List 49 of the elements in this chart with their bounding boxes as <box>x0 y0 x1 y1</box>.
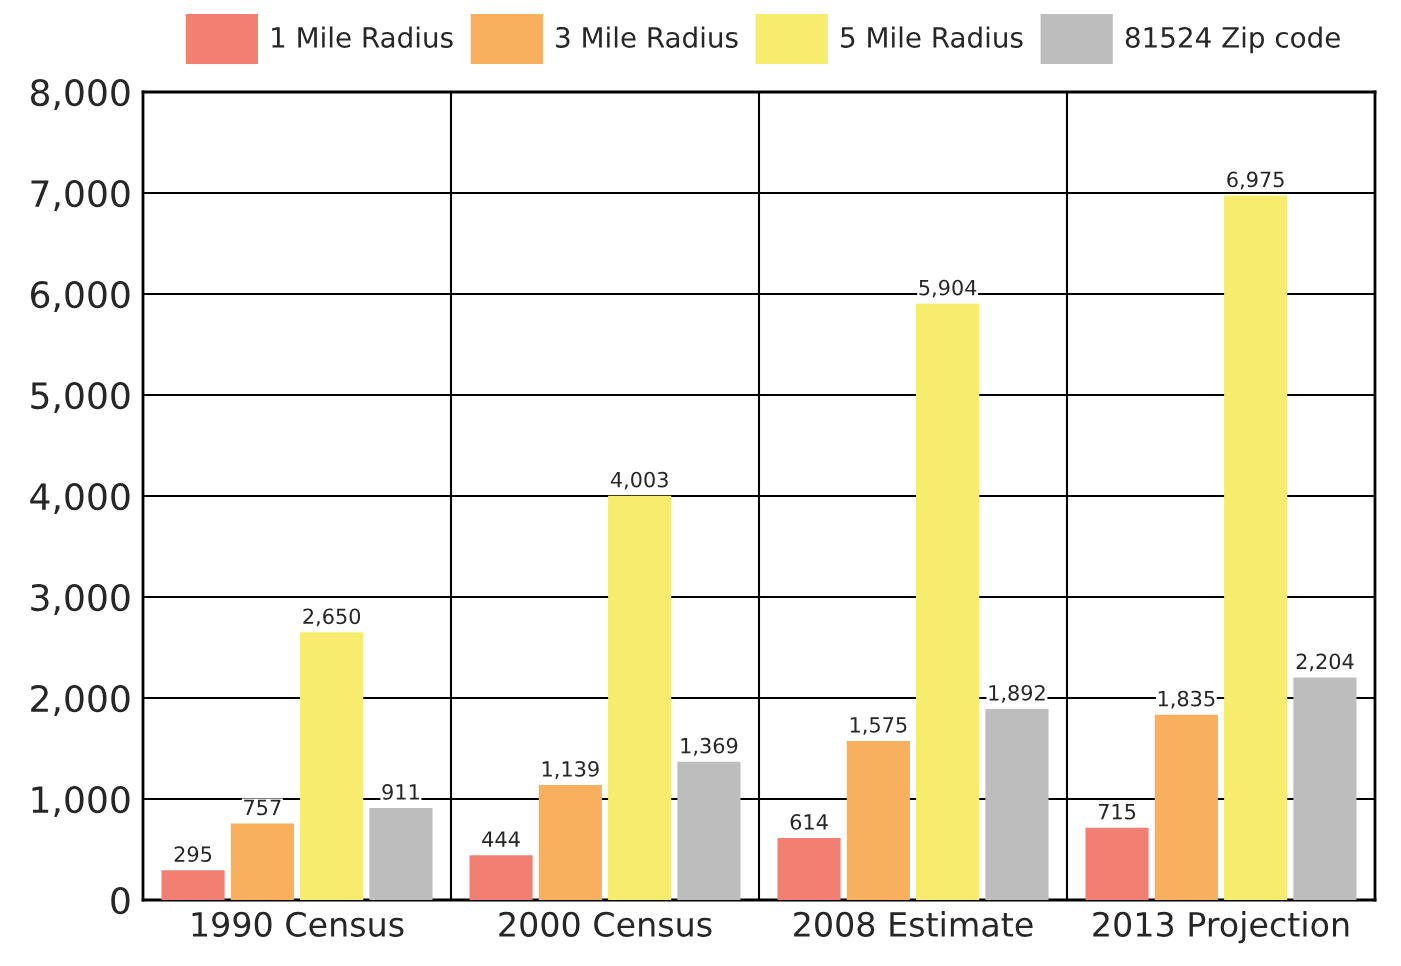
data-label: 911 <box>382 784 419 800</box>
x-tick-label: 2008 Estimate <box>794 911 1033 937</box>
legend-label: 3 Mile Radius <box>556 26 738 48</box>
bar <box>538 784 602 900</box>
bar <box>916 303 980 900</box>
y-tick-label: 5,000 <box>31 381 130 413</box>
data-label: 1,575 <box>850 717 907 735</box>
bar <box>608 495 672 900</box>
y-tick-label: 7,000 <box>31 179 130 211</box>
data-label: 295 <box>174 846 212 862</box>
legend-label: 1 Mile Radius <box>272 26 453 48</box>
data-label: 2,204 <box>1296 653 1354 672</box>
bar <box>846 740 910 900</box>
legend-label: 5 Mile Radius <box>841 26 1023 48</box>
bar <box>1085 827 1149 900</box>
data-label: 2,650 <box>303 608 361 627</box>
x-tick-label: 2000 Census <box>499 911 712 937</box>
data-label: 1,139 <box>542 761 599 779</box>
bar <box>161 870 225 900</box>
data-label: 444 <box>482 831 520 847</box>
bar <box>777 837 841 900</box>
y-tick-label: 8,000 <box>30 78 130 110</box>
data-label: 614 <box>790 814 828 830</box>
bar <box>469 855 533 900</box>
data-label: 715 <box>1098 804 1136 820</box>
y-tick-label: 1,000 <box>32 785 130 817</box>
x-tick-label: 1990 Census <box>192 911 404 937</box>
bar <box>369 807 433 900</box>
data-label: 6,975 <box>1227 171 1284 190</box>
y-tick-label: 0 <box>111 886 130 915</box>
bar <box>677 761 741 900</box>
bar <box>300 632 364 900</box>
y-tick-label: 4,000 <box>30 482 130 514</box>
x-tick-label: 2013 Projection <box>1093 911 1349 944</box>
bar <box>1154 714 1218 900</box>
data-label: 5,904 <box>919 279 977 298</box>
y-tick-label: 2,000 <box>31 684 130 716</box>
data-label: 1,892 <box>989 684 1045 703</box>
y-tick-label: 6,000 <box>31 280 130 312</box>
data-label: 4,003 <box>610 471 668 490</box>
data-label: 1,369 <box>681 737 738 756</box>
bar <box>985 708 1049 900</box>
bar <box>1224 195 1288 900</box>
bar <box>230 823 294 900</box>
data-label: 757 <box>244 799 281 816</box>
bar <box>1293 677 1357 900</box>
legend-label: 81524 Zip code <box>1125 26 1340 54</box>
y-tick-label: 3,000 <box>31 583 130 615</box>
data-label: 1,835 <box>1158 690 1215 709</box>
